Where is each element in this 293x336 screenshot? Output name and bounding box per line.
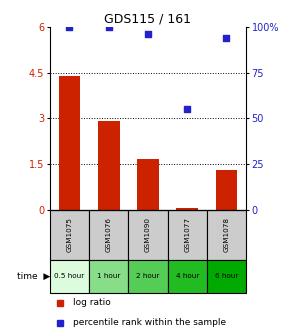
Bar (137, 159, 159, 210)
Text: 6 hour: 6 hour (215, 273, 238, 279)
Bar (216, 170, 237, 210)
Text: log ratio: log ratio (73, 298, 111, 307)
Bar (207, 210, 246, 259)
Text: percentile rank within the sample: percentile rank within the sample (73, 318, 226, 327)
Bar (59, 76, 80, 210)
Text: 0.5 hour: 0.5 hour (54, 273, 85, 279)
Text: GSM1090: GSM1090 (145, 217, 151, 252)
Bar (168, 210, 207, 259)
Text: GSM1075: GSM1075 (67, 217, 72, 252)
Title: GDS115 / 161: GDS115 / 161 (105, 13, 191, 26)
Text: GSM1076: GSM1076 (106, 217, 112, 252)
Point (185, 107, 190, 112)
Text: GSM1078: GSM1078 (224, 217, 229, 252)
Bar (128, 210, 168, 259)
Text: GSM1077: GSM1077 (184, 217, 190, 252)
Bar (168, 259, 207, 293)
Bar (89, 210, 128, 259)
Bar (176, 208, 198, 210)
Bar (128, 259, 168, 293)
Point (224, 35, 229, 41)
Text: time  ▶: time ▶ (17, 271, 50, 281)
Bar (89, 259, 128, 293)
Bar (98, 121, 120, 210)
Text: 1 hour: 1 hour (97, 273, 120, 279)
Text: 4 hour: 4 hour (176, 273, 199, 279)
Text: 2 hour: 2 hour (136, 273, 160, 279)
Point (146, 32, 150, 37)
Point (67, 24, 72, 30)
Point (106, 24, 111, 30)
Bar (50, 210, 89, 259)
Bar (207, 259, 246, 293)
Bar (50, 259, 89, 293)
